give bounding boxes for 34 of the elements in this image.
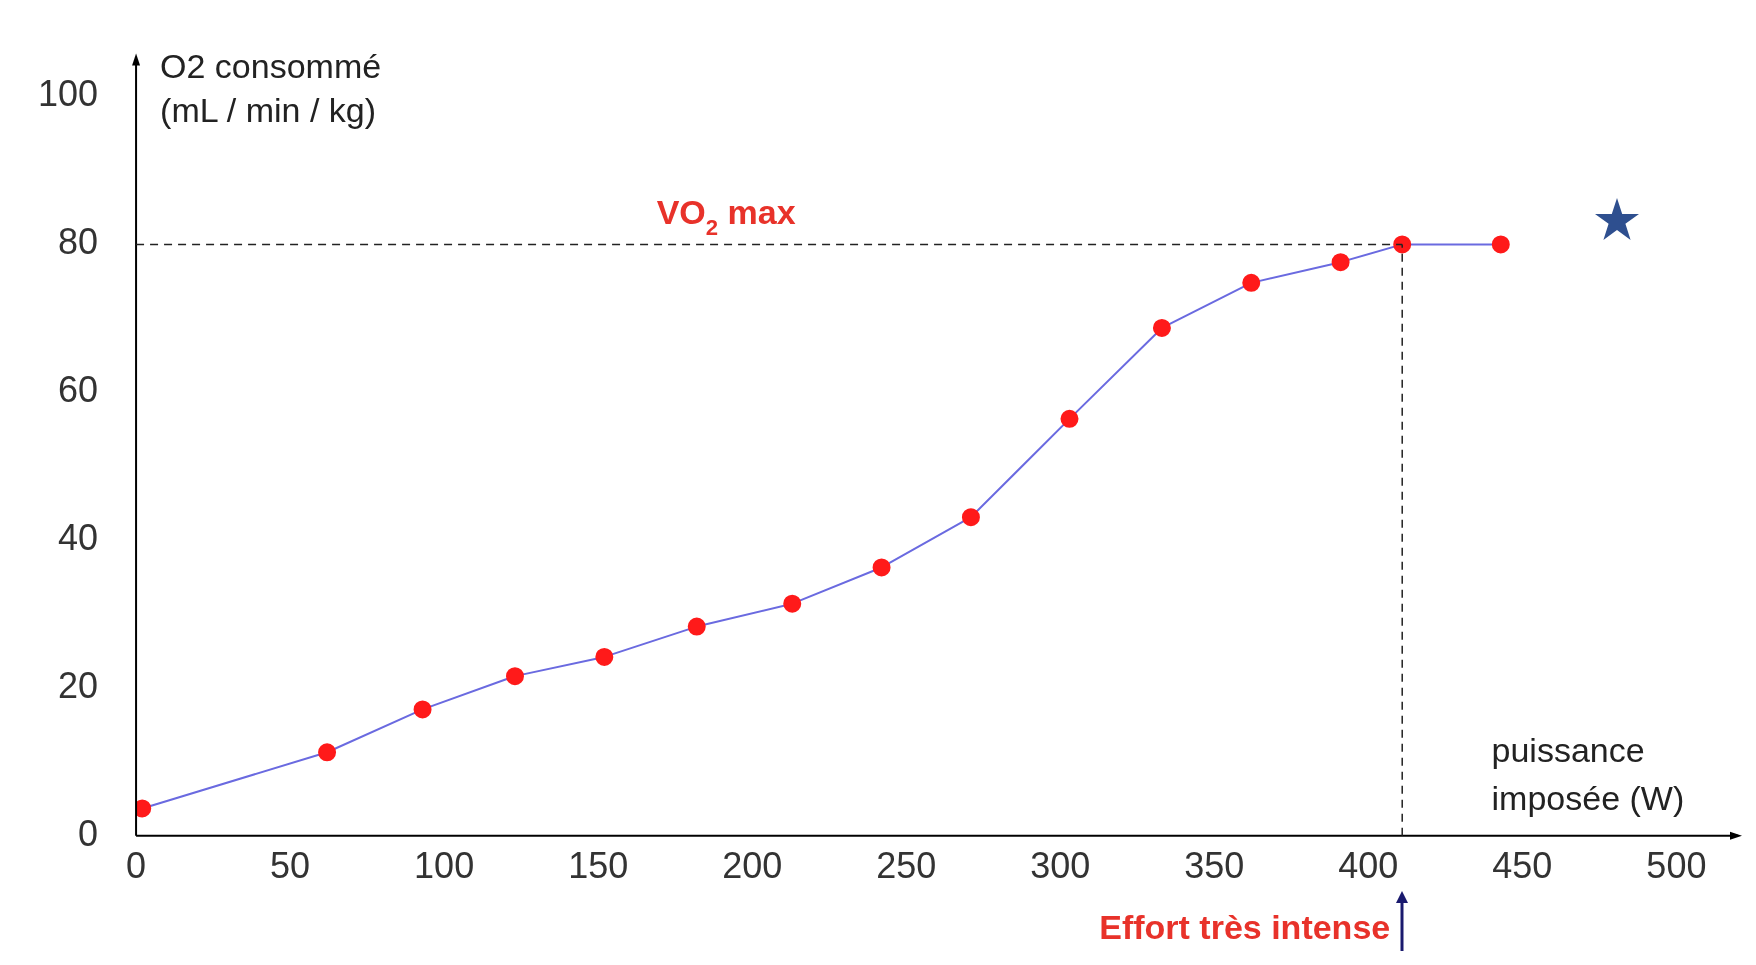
point (1060, 409, 1079, 428)
x-tick-label: 150 (568, 845, 629, 887)
point (1393, 235, 1412, 254)
y-tick-label: 80 (58, 221, 99, 263)
point (1152, 318, 1171, 337)
x-tick-label: 500 (1646, 845, 1707, 887)
point (783, 594, 802, 613)
y-axis-title: O2 consommé (mL / min / kg) (160, 46, 382, 129)
y-tick-label: 40 (58, 517, 99, 559)
x-tick-label: 400 (1338, 845, 1399, 887)
point (1491, 235, 1510, 254)
x-axis-title: puissance imposée (W) (1491, 731, 1685, 818)
point (687, 617, 706, 636)
x-tick-label: 350 (1184, 845, 1245, 887)
y-tick-label: 100 (37, 73, 99, 115)
point (595, 647, 614, 666)
point (872, 558, 891, 577)
point (961, 508, 980, 527)
x-tick-label: 200 (722, 845, 783, 887)
x-tick-label: 300 (1030, 845, 1091, 887)
point (413, 700, 432, 719)
point (1242, 273, 1261, 292)
x-tick-label: 250 (876, 845, 937, 887)
point (505, 667, 524, 686)
x-tick-label: 450 (1492, 845, 1553, 887)
y-tick-label: 20 (58, 664, 99, 706)
x-tick-label: 0 (126, 845, 147, 887)
x-tick-label: 50 (270, 845, 311, 887)
y-tick-label: 0 (78, 812, 99, 854)
point (318, 743, 337, 762)
x-tick-label: 100 (414, 845, 475, 887)
y-tick-label: 60 (58, 369, 99, 411)
point (1331, 253, 1350, 272)
ref-line-label: Effort très intense (1099, 908, 1391, 946)
